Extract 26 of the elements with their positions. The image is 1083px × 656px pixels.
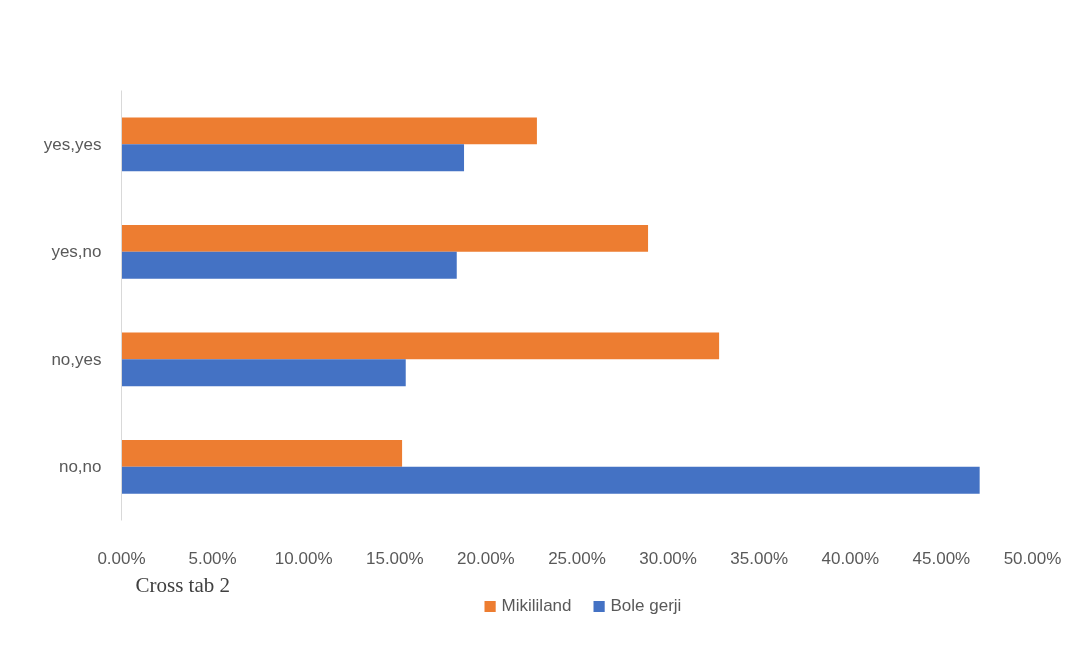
legend-label: Mikililand [501,596,572,616]
y-tick-label: no,yes [51,349,102,369]
bar [121,144,465,172]
x-tick-label: 5.00% [188,548,237,568]
bar [121,332,720,360]
x-tick-label: 15.00% [365,548,424,568]
bar [121,439,403,467]
legend-label: Bole gerji [610,596,682,616]
x-tick-label: 30.00% [639,548,697,568]
y-tick-label: yes,no [51,242,102,262]
x-tick-label: 10.00% [274,548,333,568]
y-tick-label: no,no [58,457,102,477]
x-tick-label: 45.00% [912,548,971,568]
bar [121,251,457,279]
x-tick-label: 25.00% [548,548,606,568]
bar [121,359,406,387]
text: Cross tab 2 [135,572,230,597]
x-tick-label: 0.00% [97,548,146,568]
bar [121,224,649,252]
x-tick-label: 50.00% [1003,548,1062,568]
x-tick-label: 35.00% [730,548,789,568]
y-tick-label: yes,yes [43,134,102,154]
bar [121,466,980,494]
x-tick-label: 20.00% [457,548,515,568]
bar [121,117,537,145]
x-tick-label: 40.00% [821,548,880,568]
